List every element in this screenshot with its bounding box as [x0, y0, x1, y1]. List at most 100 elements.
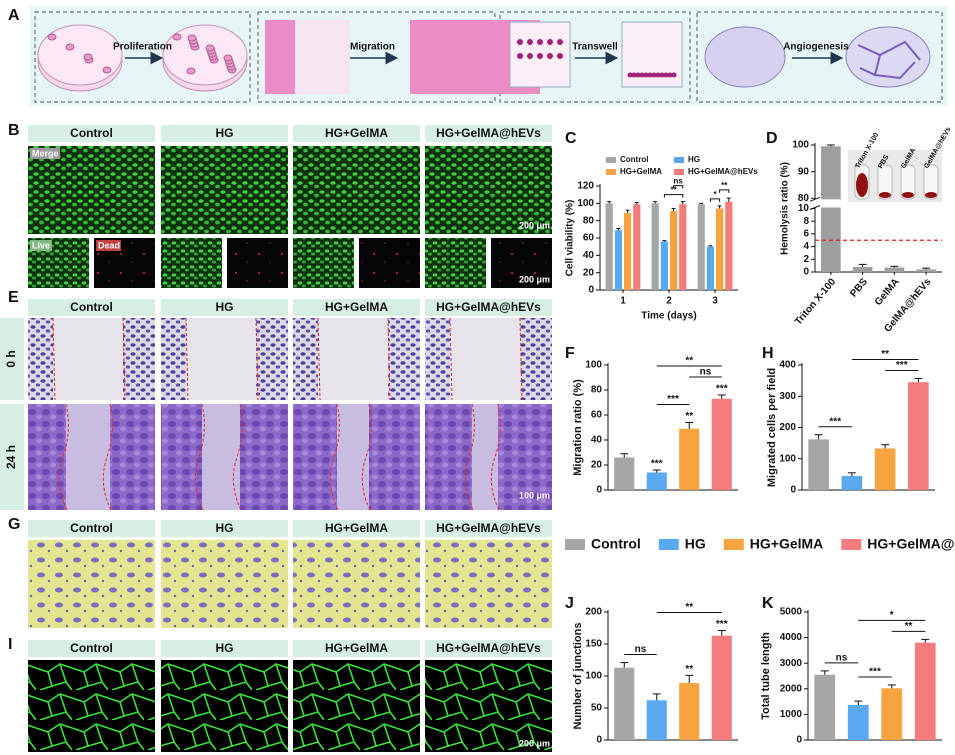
scratch-gap	[295, 20, 350, 94]
bar	[711, 635, 732, 740]
micrograph	[28, 146, 155, 234]
micrograph	[293, 238, 354, 288]
bar	[646, 472, 667, 490]
wound-edge	[361, 403, 372, 511]
column-header-text: Control	[70, 641, 113, 655]
legend-swatch	[606, 169, 616, 175]
y-axis-label: Migrated cells per field	[766, 368, 778, 487]
significance-label: ***	[896, 360, 908, 371]
significance-label: **	[685, 602, 693, 613]
y-tick-label: 300	[779, 391, 796, 402]
significance-label: ***	[667, 394, 679, 405]
y-tick-label: 100	[585, 671, 602, 682]
panel-label: F	[565, 345, 575, 362]
bar	[660, 241, 668, 290]
significance-bracket	[673, 185, 684, 189]
y-tick-label: 3000	[780, 658, 803, 669]
cell	[537, 53, 543, 59]
row-header-text: 0 h	[4, 350, 18, 367]
column-header-text: HG+GelMA@hEVs	[436, 300, 541, 314]
blood	[902, 192, 914, 198]
cell	[65, 43, 75, 51]
legend-label: Control	[591, 536, 641, 552]
column-header	[425, 520, 552, 537]
y-tick-label: 400	[779, 360, 796, 371]
schematic-box	[696, 11, 943, 103]
x-tick-label: 1	[620, 296, 626, 307]
column-header	[28, 520, 155, 537]
panel-label: I	[8, 636, 12, 653]
bar	[874, 448, 896, 490]
panel-label: A	[8, 7, 20, 24]
cell	[102, 66, 112, 74]
y-tick-label: 0	[596, 485, 602, 496]
y-tick-label: 200	[779, 422, 796, 433]
bar	[914, 642, 936, 740]
wound	[53, 318, 123, 400]
bar	[814, 674, 836, 740]
cell	[631, 72, 637, 78]
legend-swatch	[658, 539, 679, 550]
bar	[624, 212, 632, 290]
cell	[635, 72, 641, 78]
y-tick-label: 8	[803, 216, 809, 227]
cell	[527, 39, 533, 45]
significance-label: ***	[829, 416, 841, 427]
wound-edge	[52, 317, 56, 401]
legend-swatch	[723, 539, 744, 550]
cell	[643, 72, 649, 78]
significance-label: ns	[836, 653, 848, 664]
cell	[659, 72, 665, 78]
y-tick-label: 2	[803, 254, 809, 265]
bar	[884, 267, 905, 272]
significance-bracket	[719, 189, 730, 193]
legend-label: HG	[688, 155, 700, 164]
column-header	[293, 299, 420, 316]
micrograph	[425, 540, 552, 628]
y-axis-label: Migration ratio (%)	[572, 379, 584, 476]
image-tag: Merge	[32, 148, 59, 158]
cell	[639, 72, 645, 78]
wound	[202, 404, 240, 510]
significance-label: *	[890, 610, 894, 621]
schematic-label: Proliferation	[113, 42, 172, 53]
panel-label: K	[762, 595, 774, 612]
micrograph	[161, 660, 288, 752]
cell	[83, 53, 93, 61]
bar	[916, 269, 936, 272]
column-header	[161, 125, 288, 142]
schematic-label: Transwell	[572, 42, 618, 53]
column-header-text: HG+GelMA@hEVs	[436, 641, 541, 655]
row-header-text: 24 h	[4, 445, 18, 469]
column-header	[28, 299, 155, 316]
column-header-text: Control	[70, 521, 113, 535]
y-tick-label: 5000	[780, 607, 803, 618]
tag-bg	[30, 148, 60, 159]
significance-bracket	[663, 194, 684, 198]
bar	[697, 204, 705, 290]
legend-label: HG+GelMA	[750, 536, 824, 552]
panel-label: H	[762, 345, 774, 362]
micrograph	[425, 146, 552, 234]
column-header	[425, 299, 552, 316]
wound-edge	[232, 403, 243, 511]
column-header-text: HG	[216, 641, 234, 655]
y-tick-label: 40	[591, 435, 603, 446]
tag-bg	[96, 240, 121, 251]
cell	[223, 54, 233, 62]
legend-swatch	[606, 157, 616, 163]
bar	[614, 457, 635, 490]
y-tick-label: 20	[591, 460, 603, 471]
bar	[651, 203, 659, 290]
tube	[923, 164, 939, 200]
y-axis-label: Total tube length	[760, 632, 772, 720]
blood	[856, 173, 868, 197]
column-header-text: Control	[70, 126, 113, 140]
panel-label: C	[565, 130, 577, 147]
cell	[663, 72, 669, 78]
scale-bar-label: 200 μm	[519, 220, 550, 230]
y-tick-label: 0	[790, 485, 796, 496]
cell	[527, 53, 533, 59]
wound-edge	[519, 317, 523, 401]
